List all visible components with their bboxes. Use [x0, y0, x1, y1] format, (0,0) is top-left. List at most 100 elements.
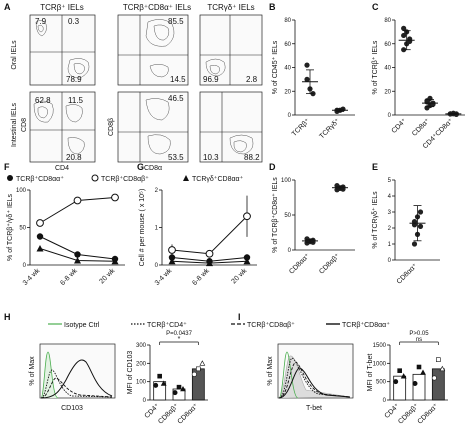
- f-point-2-1: [74, 257, 81, 264]
- g-point-0-0: [168, 254, 176, 261]
- i-point-0-1: [397, 368, 402, 373]
- histogram-tbet: [277, 343, 354, 399]
- i-point-1-1: [416, 364, 422, 370]
- g-point-1-1: [205, 249, 214, 258]
- h-xtick-label-2: CD8αα⁺: [176, 402, 200, 426]
- i-point-0-0: [393, 379, 399, 385]
- legend-label-3: TCRγδ⁺CD8αα⁺: [192, 175, 244, 183]
- h-point-0-1: [157, 373, 162, 379]
- c-point-1-6: [424, 99, 430, 105]
- flow-plot-intestinal-tcrgd: [199, 91, 263, 163]
- e-point-0-2: [417, 223, 424, 229]
- c-ytick-label-1: 20: [384, 89, 391, 95]
- b-ytick-label-2: 40: [284, 66, 291, 72]
- c-ytick-label-4: 80: [384, 18, 391, 24]
- a-oral-p2-lr: 14.5: [170, 75, 186, 84]
- g-point-1-0: [168, 246, 176, 254]
- d-ytick-label-1: 50: [284, 213, 291, 219]
- c-point-0-6: [401, 25, 407, 31]
- flow-plot-oral-tcrgd: [199, 14, 263, 86]
- i-ytick-label-1: 500: [376, 380, 387, 386]
- i-sig-label: ns: [416, 337, 422, 343]
- c-point-0-5: [407, 38, 413, 44]
- i-bar-1: [412, 373, 426, 401]
- panel-letter-b: B: [269, 2, 276, 12]
- a-row-label-oral: Oral IELs: [11, 40, 18, 70]
- c-ytick-label-2: 40: [384, 66, 391, 72]
- i-point-2-2: [439, 365, 446, 372]
- g-point-0-2: [243, 254, 251, 261]
- h-hist-xlabel: CD103: [61, 405, 83, 412]
- e-xtick-label-0: CD8αα⁺: [395, 262, 419, 286]
- f-point-0-0: [36, 233, 44, 240]
- flow-plot-oral-cd4-cd8: [29, 14, 96, 86]
- b-point-0-0: [304, 76, 310, 82]
- h-bar-0: [153, 381, 167, 401]
- flow-plot-intestinal-cd4-cd8: [29, 91, 96, 163]
- d-xtick-label-0: CD8αα⁺: [288, 252, 312, 276]
- flow-plot-intestinal-cd8a-cd8b: [117, 91, 189, 163]
- a-oral-p1-lr: 78.9: [66, 75, 82, 84]
- i-point-2-1: [436, 357, 441, 362]
- b-ytick-label-0: 0: [288, 113, 292, 119]
- b-ylabel: % of CD45⁺ IELs: [271, 40, 279, 94]
- h-ytick-label-1: 100: [136, 380, 147, 386]
- f-point-1-0: [36, 219, 44, 227]
- panel-letter-e: E: [372, 162, 378, 172]
- c-point-1-5: [430, 101, 436, 107]
- b-point-0-3: [304, 62, 310, 68]
- e-ytick-label-2: 2: [388, 226, 392, 232]
- b-xtick-label-0: TCRβ⁺: [290, 117, 312, 139]
- a-oral-p3-lr: 2.8: [246, 75, 258, 84]
- i-ylabel: MFI of T-bet: [367, 354, 374, 392]
- g-ytick-label-1: 1: [155, 226, 159, 232]
- h-hist-ylabel: % of Max: [29, 356, 36, 386]
- legend-label-isotype: Isotype Ctrl: [64, 322, 100, 329]
- legend-label-cd8aa: TCRβ⁺CD8αα⁺: [342, 321, 390, 329]
- panel-letter-f: F: [4, 162, 10, 172]
- i-ytick-label-2: 1000: [373, 361, 387, 367]
- f-point-1-1: [73, 196, 82, 205]
- i-point-2-0: [431, 375, 437, 381]
- i-xtick-label-2: CD8αα⁺: [416, 402, 440, 426]
- panel-letter-h: H: [4, 312, 11, 322]
- legend-label-1: TCRβ⁺CD8αα⁺: [16, 175, 64, 183]
- histogram-cd103: [39, 343, 116, 399]
- legend-marker-triangle: [183, 175, 189, 181]
- c-ylabel: % of TCRβ⁺ IELs: [371, 40, 379, 94]
- f-legend: TCRβ⁺CD8αα⁺ TCRβ⁺CD8αβ⁺ TCRγδ⁺CD8αα⁺: [7, 174, 244, 183]
- hi-legend: Isotype Ctrl TCRβ⁺CD4⁺ TCRβ⁺CD8αβ⁺ TCRβ⁺…: [48, 321, 390, 329]
- legend-label-2: TCRβ⁺CD8αβ⁺: [101, 175, 149, 183]
- g-point-2-2: [243, 257, 251, 265]
- f-ytick-label-0: 0: [23, 263, 27, 269]
- f-ytick-label-1: 50: [19, 226, 26, 232]
- e-ytick-label-5: 5: [388, 178, 392, 184]
- h-point-2-0: [191, 371, 197, 377]
- i-xtick-label-0: CD4⁺: [383, 402, 401, 420]
- i-point-1-0: [412, 380, 418, 386]
- h-ytick-label-3: 300: [136, 343, 147, 349]
- f-xtick-label-0: 3-4 wk: [22, 267, 42, 287]
- panel-letter-a: A: [4, 2, 11, 12]
- g-point-2-1: [206, 259, 213, 267]
- h-ylabel: MFI of CD103: [127, 351, 134, 395]
- i-hist-ylabel: % of Max: [267, 356, 274, 386]
- h-point-1-2: [180, 385, 186, 392]
- h-point-1-1: [176, 384, 182, 390]
- e-ytick-label-4: 4: [388, 194, 392, 200]
- h-point-2-1: [196, 366, 201, 372]
- b-xtick-label-1: TCRγδ⁺: [318, 117, 342, 141]
- f-point-2-2: [111, 257, 119, 265]
- g-xtick-label-0: 3-4 wk: [154, 267, 174, 287]
- b-ytick-label-3: 60: [284, 42, 291, 48]
- flow-plot-oral-cd8a-cd8b: [117, 14, 189, 86]
- g-xtick-label-1: 6-8 wk: [191, 267, 211, 287]
- a-col-title-3: TCRγδ⁺ IELs: [207, 3, 254, 12]
- legend-marker-filled-circle: [7, 175, 13, 181]
- f-xtick-label-2: 20 wk: [99, 267, 117, 285]
- a-int-p2-ur: 46.5: [168, 94, 184, 103]
- c-point-0-3: [401, 32, 407, 39]
- d-ylabel: % of TCRβ⁺CD8α⁺ IELs: [271, 177, 279, 253]
- c-xtick-label-1: CD8α⁺: [410, 117, 431, 138]
- panel-letter-c: C: [372, 2, 379, 12]
